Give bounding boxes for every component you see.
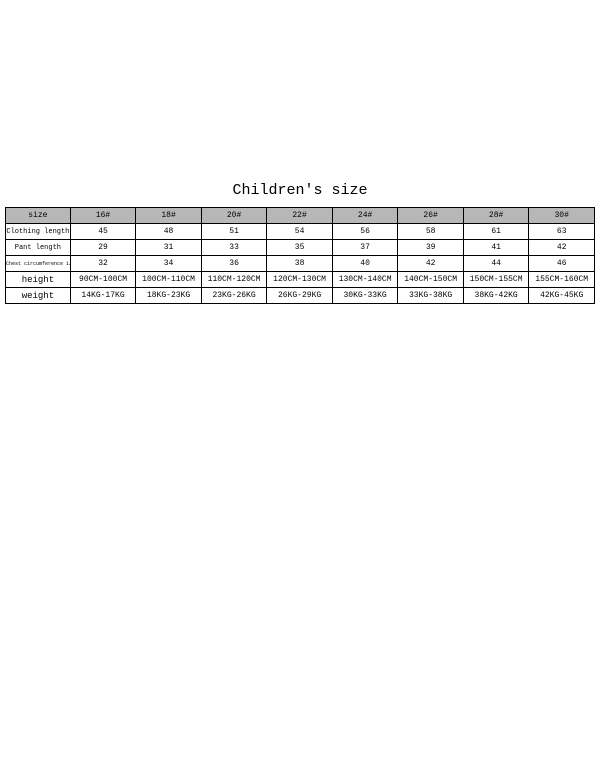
table-header-row: size 16# 18# 20# 22# 24# 26# 28# 30#: [6, 208, 595, 224]
cell: 18KG-23KG: [136, 288, 202, 304]
table-row: Clothing length 45 48 51 54 56 58 61 63: [6, 224, 595, 240]
cell: 42: [398, 256, 464, 272]
cell: 120CM-130CM: [267, 272, 333, 288]
cell: 140CM-150CM: [398, 272, 464, 288]
cell: 40: [332, 256, 398, 272]
cell: 44: [463, 256, 529, 272]
row-label: height: [6, 272, 71, 288]
table-row: weight 14KG-17KG 18KG-23KG 23KG-26KG 26K…: [6, 288, 595, 304]
cell: 39: [398, 240, 464, 256]
col-header: 24#: [332, 208, 398, 224]
row-label: Chest circumference 1/2: [6, 256, 71, 272]
cell: 14KG-17KG: [70, 288, 136, 304]
cell: 35: [267, 240, 333, 256]
cell: 51: [201, 224, 267, 240]
cell: 33KG-38KG: [398, 288, 464, 304]
col-header: 18#: [136, 208, 202, 224]
cell: 29: [70, 240, 136, 256]
col-header: 28#: [463, 208, 529, 224]
cell: 130CM-140CM: [332, 272, 398, 288]
cell: 90CM-100CM: [70, 272, 136, 288]
cell: 150CM-155CM: [463, 272, 529, 288]
col-header: 20#: [201, 208, 267, 224]
cell: 32: [70, 256, 136, 272]
cell: 38: [267, 256, 333, 272]
cell: 37: [332, 240, 398, 256]
table-row: height 90CM-100CM 100CM-110CM 110CM-120C…: [6, 272, 595, 288]
cell: 110CM-120CM: [201, 272, 267, 288]
cell: 58: [398, 224, 464, 240]
cell: 155CM-160CM: [529, 272, 595, 288]
table-row: Pant length 29 31 33 35 37 39 41 42: [6, 240, 595, 256]
cell: 56: [332, 224, 398, 240]
cell: 48: [136, 224, 202, 240]
row-label: Pant length: [6, 240, 71, 256]
cell: 63: [529, 224, 595, 240]
col-header: size: [6, 208, 71, 224]
cell: 45: [70, 224, 136, 240]
cell: 61: [463, 224, 529, 240]
cell: 41: [463, 240, 529, 256]
cell: 54: [267, 224, 333, 240]
col-header: 26#: [398, 208, 464, 224]
cell: 36: [201, 256, 267, 272]
col-header: 30#: [529, 208, 595, 224]
table-row: Chest circumference 1/2 32 34 36 38 40 4…: [6, 256, 595, 272]
row-label: weight: [6, 288, 71, 304]
row-label: Clothing length: [6, 224, 71, 240]
cell: 100CM-110CM: [136, 272, 202, 288]
cell: 23KG-26KG: [201, 288, 267, 304]
cell: 26KG-29KG: [267, 288, 333, 304]
cell: 33: [201, 240, 267, 256]
col-header: 16#: [70, 208, 136, 224]
cell: 34: [136, 256, 202, 272]
cell: 38KG-42KG: [463, 288, 529, 304]
cell: 30KG-33KG: [332, 288, 398, 304]
size-table: size 16# 18# 20# 22# 24# 26# 28# 30# Clo…: [5, 207, 595, 304]
page: Children's size size 16# 18# 20# 22# 24#…: [0, 182, 600, 782]
col-header: 22#: [267, 208, 333, 224]
cell: 46: [529, 256, 595, 272]
cell: 42KG-45KG: [529, 288, 595, 304]
table-title: Children's size: [0, 182, 600, 199]
cell: 31: [136, 240, 202, 256]
cell: 42: [529, 240, 595, 256]
